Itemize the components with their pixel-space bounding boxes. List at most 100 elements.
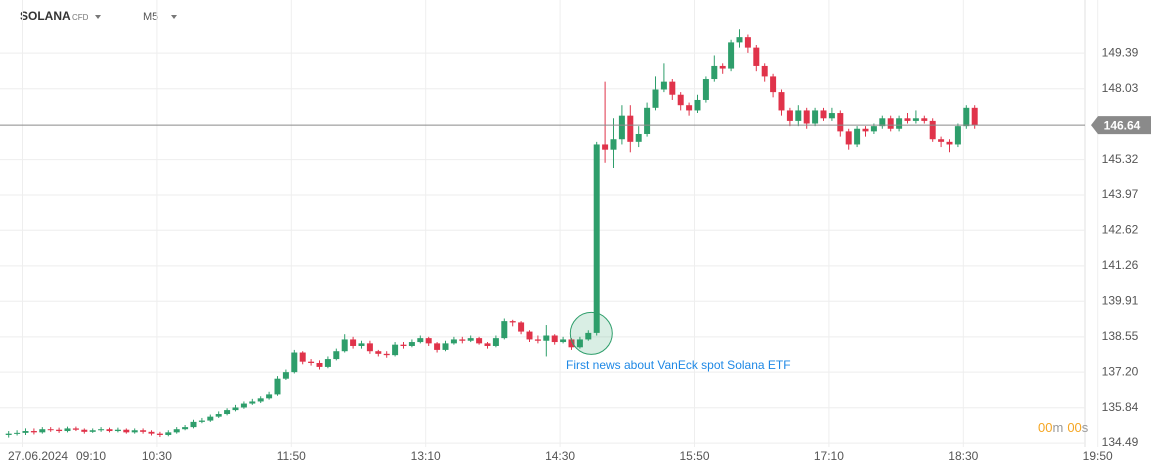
- dropdown-arrow[interactable]: [171, 15, 177, 19]
- timeframe[interactable]: M5: [143, 11, 158, 23]
- candle-body: [114, 429, 121, 432]
- candle-body: [904, 118, 911, 121]
- candle-body: [551, 335, 558, 343]
- candle-body: [971, 107, 978, 126]
- candle-body: [123, 429, 130, 433]
- timer-minutes-unit: m: [1052, 420, 1063, 435]
- candle-body: [417, 338, 424, 343]
- candle-body: [660, 81, 667, 90]
- candle-body: [198, 420, 205, 422]
- candle-body: [442, 343, 449, 350]
- candle-body: [568, 339, 575, 348]
- candle-body: [148, 431, 155, 434]
- candle-body: [753, 47, 760, 66]
- candle-body: [106, 429, 113, 432]
- candle-body: [39, 429, 46, 433]
- candle-body: [98, 429, 105, 431]
- timer-minutes: 00: [1038, 420, 1052, 435]
- candle-body: [324, 359, 331, 367]
- candle-body: [434, 343, 441, 350]
- candle-body: [862, 128, 869, 132]
- candle-body: [677, 94, 684, 106]
- candle-body: [870, 126, 877, 132]
- candle-body: [946, 141, 953, 145]
- candle-body: [173, 429, 180, 433]
- candle-body: [341, 339, 348, 352]
- candle-body: [274, 378, 281, 395]
- candle-body: [929, 120, 936, 140]
- candle-body: [484, 343, 491, 346]
- candle-body: [392, 344, 399, 356]
- candle-body: [635, 133, 642, 142]
- candle-body: [383, 353, 390, 356]
- candle-body: [299, 352, 306, 362]
- candle-body: [47, 429, 54, 431]
- candle-body: [627, 115, 634, 142]
- candle-body: [618, 115, 625, 140]
- candle-body: [408, 342, 415, 346]
- candle-body: [232, 407, 239, 411]
- candle-body: [509, 321, 516, 323]
- candle-body: [669, 81, 676, 95]
- candle-body: [425, 338, 432, 344]
- y-tick-label: 134.49: [1102, 435, 1139, 449]
- candle-body: [81, 429, 88, 432]
- timer: 00m 00s: [1038, 420, 1089, 435]
- annotation-circle: [569, 311, 613, 355]
- candle-body: [845, 131, 852, 145]
- candle-body: [593, 144, 600, 333]
- candle-body: [602, 144, 609, 150]
- candle-body: [375, 351, 382, 354]
- y-tick-label: 148.03: [1102, 81, 1139, 95]
- candle-body: [72, 428, 79, 430]
- candle-body: [820, 110, 827, 119]
- x-tick-label: 13:10: [411, 449, 441, 463]
- candle-body: [224, 410, 231, 415]
- candle-body: [182, 427, 189, 430]
- candle-body: [350, 339, 357, 346]
- candle-body: [644, 107, 651, 134]
- x-tick-label: 09:10: [76, 449, 106, 463]
- y-tick-label: 143.97: [1102, 187, 1139, 201]
- candle-body: [770, 76, 777, 93]
- symbol[interactable]: SOLANA: [20, 9, 71, 23]
- candle-body: [316, 362, 323, 367]
- candle-body: [476, 338, 483, 344]
- candle-body: [291, 352, 298, 373]
- x-tick-label: 17:10: [814, 449, 844, 463]
- candle-body: [938, 139, 945, 142]
- candle-body: [954, 126, 961, 145]
- candle-body: [14, 432, 21, 434]
- candle-body: [702, 79, 709, 100]
- candle-body: [912, 118, 919, 121]
- candle-body: [887, 118, 894, 129]
- candle-body: [266, 394, 273, 399]
- x-tick-label: 18:30: [948, 449, 978, 463]
- candle-body: [467, 338, 474, 341]
- candle-body: [736, 37, 743, 43]
- labels: 134.49 135.84 137.20 138.55 139.91 141.26 142.…: [8, 45, 1151, 463]
- dropdown-arrow[interactable]: [95, 15, 101, 19]
- candle-body: [366, 343, 373, 352]
- candle-body: [492, 338, 499, 346]
- y-tick-label: 137.20: [1102, 364, 1139, 378]
- candle-body: [543, 335, 550, 341]
- candle-body: [165, 432, 172, 435]
- candle-body: [686, 105, 693, 111]
- header: SOLANA CFD M5: [20, 9, 177, 23]
- y-tick-label: 139.91: [1102, 293, 1139, 307]
- last-price-box: [1091, 116, 1151, 135]
- candle-body: [64, 428, 71, 432]
- candle-body: [744, 37, 751, 48]
- candle-body: [501, 321, 508, 339]
- candle-body: [879, 118, 886, 127]
- candle-body: [56, 429, 63, 432]
- candle-body: [761, 65, 768, 77]
- y-tick-label: 138.55: [1102, 329, 1139, 343]
- x-tick-label: 14:30: [545, 449, 575, 463]
- grid: [0, 0, 1099, 447]
- x-tick-label: 11:50: [277, 449, 306, 463]
- x-tick-label: 19:50: [1083, 449, 1113, 463]
- candle-body: [5, 433, 12, 435]
